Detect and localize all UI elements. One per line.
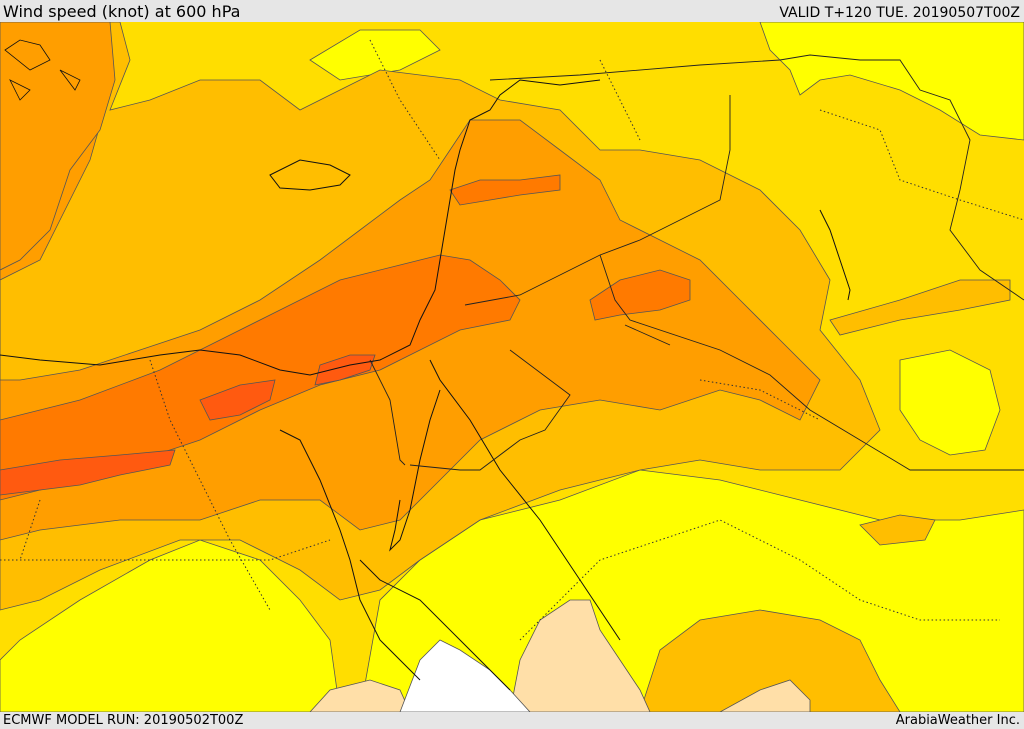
wind-band-6-egypt (199, 379, 276, 421)
map-title: Wind speed (knot) at 600 hPa (3, 2, 241, 21)
wind-band-5-core (0, 254, 521, 501)
coastlines (0, 79, 851, 691)
aegean-islands (4, 39, 81, 101)
wind-band-3-east-strip (829, 279, 1011, 336)
map-header: Wind speed (knot) at 600 hPa VALID T+120… (0, 0, 1024, 22)
wind-band-1-northeast (759, 22, 1024, 141)
country-borders (0, 39, 1024, 641)
wind-band-3-southeast (639, 609, 901, 712)
wind-band-1-south (0, 539, 341, 712)
wind-band-6-jet (0, 449, 176, 496)
map-canvas (0, 22, 1024, 712)
wind-band-low-southeast (719, 679, 811, 712)
wind-band-1-east-blob (899, 349, 1001, 456)
map-footer: ECMWF MODEL RUN: 20190502T00Z ArabiaWeat… (0, 712, 1024, 729)
valid-time: VALID T+120 TUE. 20190507T00Z (779, 5, 1020, 21)
wind-band-lowest (399, 639, 531, 712)
wind-band-low-arabia (509, 599, 651, 712)
wind-band-6-sinai (314, 354, 376, 386)
model-run: ECMWF MODEL RUN: 20190502T00Z (3, 713, 244, 728)
political-borders (369, 54, 1024, 471)
wind-band-low-red-sea (309, 679, 411, 712)
wind-band-5-jordan (449, 174, 561, 206)
credit-label: ArabiaWeather Inc. (895, 713, 1020, 728)
wind-band-4-west (0, 22, 116, 271)
wind-speed-map[interactable] (0, 22, 1024, 712)
wind-band-5-east (589, 269, 691, 321)
wind-band-3-east-blob (859, 514, 936, 546)
wind-band-1-north (309, 29, 441, 81)
